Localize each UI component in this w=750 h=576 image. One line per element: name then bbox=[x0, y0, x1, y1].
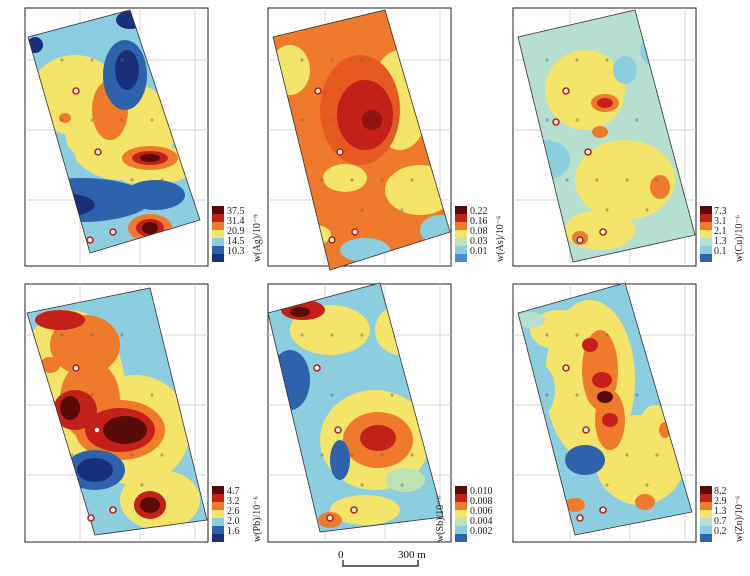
legend-title: w(Cu)/10⁻⁶ bbox=[734, 214, 745, 262]
legend-level: 1.3 bbox=[714, 236, 727, 247]
legend-level: 0.16 bbox=[470, 216, 488, 227]
legend-level: 0.01 bbox=[470, 246, 488, 257]
legend-title: w(As)/10⁻⁶ bbox=[495, 215, 506, 262]
legend-level: 20.9 bbox=[227, 226, 245, 237]
survey-boundary bbox=[517, 9, 696, 263]
legend-level: 8.2 bbox=[714, 486, 727, 497]
survey-boundary bbox=[267, 282, 444, 533]
anomaly-map bbox=[28, 10, 200, 253]
sample-markers bbox=[313, 364, 358, 522]
sample-markers bbox=[72, 87, 117, 244]
legend-level: 2.0 bbox=[227, 516, 240, 527]
scale-bar-line bbox=[342, 560, 419, 567]
panel-ag: 37.5 31.4 20.9 14.5 10.3 w(Ag)/10⁻⁹ bbox=[24, 7, 263, 267]
scale-start-label: 0 bbox=[338, 549, 344, 561]
legend-level: 3.1 bbox=[714, 216, 727, 227]
legend-level: 0.7 bbox=[714, 516, 727, 527]
legend-level: 0.010 bbox=[470, 486, 493, 497]
legend-ag: 37.5 31.4 20.9 14.5 10.3 w(Ag)/10⁻⁹ bbox=[212, 206, 263, 262]
panel-pb: 4.7 3.2 2.6 2.0 1.6 w(Pb)/10⁻⁶ bbox=[24, 283, 263, 543]
legend-level: 14.5 bbox=[227, 236, 245, 247]
legend-title: w(Ag)/10⁻⁹ bbox=[252, 214, 263, 262]
legend-level: 10.3 bbox=[227, 246, 245, 257]
legend-level: 0.2 bbox=[714, 526, 727, 537]
legend-level: 0.008 bbox=[470, 496, 493, 507]
survey-boundary bbox=[272, 9, 451, 271]
sample-markers bbox=[314, 87, 359, 244]
legend-pb: 4.7 3.2 2.6 2.0 1.6 w(Pb)/10⁻⁶ bbox=[212, 486, 263, 542]
legend-level: 2.6 bbox=[227, 506, 240, 517]
legend-level: 0.22 bbox=[470, 206, 488, 217]
legend-level: 7.3 bbox=[714, 206, 727, 217]
legend-title: w(Pb)/10⁻⁶ bbox=[252, 496, 263, 543]
legend-level: 0.004 bbox=[470, 516, 493, 527]
legend-level: 3.2 bbox=[227, 496, 240, 507]
legend-level: 0.08 bbox=[470, 226, 488, 237]
panel-cu: 7.3 3.1 2.1 1.3 0.1 w(Cu)/10⁻⁶ bbox=[512, 7, 745, 267]
legend-level: 1.6 bbox=[227, 526, 240, 537]
legend-cu: 7.3 3.1 2.1 1.3 0.1 w(Cu)/10⁻⁶ bbox=[700, 206, 745, 262]
survey-boundary bbox=[27, 9, 201, 254]
survey-boundary bbox=[517, 282, 693, 536]
panel-zn: 8.2 2.9 1.3 0.7 0.2 w(Zn)/10⁻⁶ bbox=[512, 282, 745, 543]
legend-level: 0.006 bbox=[470, 506, 493, 517]
legend-level: 4.7 bbox=[227, 486, 240, 497]
legend-level: 0.002 bbox=[470, 526, 493, 537]
survey-boundary bbox=[26, 287, 208, 536]
sample-markers bbox=[72, 364, 117, 522]
panel-as: 0.22 0.16 0.08 0.03 0.01 w(As)/10⁻⁶ bbox=[267, 7, 506, 271]
sample-markers bbox=[562, 364, 607, 522]
panel-sb: w(Sb)/10⁻⁶ 0.010 0.008 0.006 0.004 0.002 bbox=[267, 282, 493, 543]
legend-level: 1.3 bbox=[714, 506, 727, 517]
legend-level: 2.9 bbox=[714, 496, 727, 507]
legend-level: 0.03 bbox=[470, 236, 488, 247]
legend-title: w(Sb)/10⁻⁶ bbox=[435, 496, 446, 543]
legend-zn: 8.2 2.9 1.3 0.7 0.2 w(Zn)/10⁻⁶ bbox=[700, 486, 745, 542]
cross-markers bbox=[300, 58, 414, 212]
legend-sb: w(Sb)/10⁻⁶ 0.010 0.008 0.006 0.004 0.002 bbox=[435, 486, 493, 542]
legend-level: 37.5 bbox=[227, 206, 245, 217]
cross-markers bbox=[60, 333, 164, 487]
scale-end-label: 300 m bbox=[398, 549, 426, 561]
anomaly-map bbox=[518, 283, 692, 535]
cross-markers bbox=[300, 333, 414, 487]
cross-markers bbox=[545, 58, 659, 212]
legend-level: 0.1 bbox=[714, 246, 727, 257]
legend-as: 0.22 0.16 0.08 0.03 0.01 w(As)/10⁻⁶ bbox=[455, 206, 506, 262]
sample-markers bbox=[552, 87, 607, 244]
cross-markers bbox=[60, 58, 164, 212]
cross-markers bbox=[545, 333, 659, 487]
scale-bar: 0 300 m bbox=[338, 549, 426, 567]
legend-title: w(Zn)/10⁻⁶ bbox=[734, 495, 745, 542]
legend-level: 31.4 bbox=[227, 216, 245, 227]
legend-level: 2.1 bbox=[714, 226, 727, 237]
